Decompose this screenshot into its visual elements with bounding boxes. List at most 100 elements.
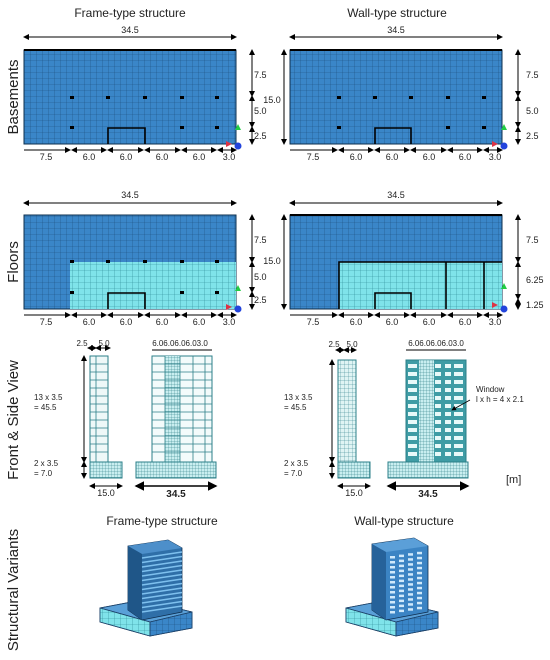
window xyxy=(417,596,422,600)
window xyxy=(435,452,441,456)
window xyxy=(435,396,441,400)
dim-right-wall-3: 2.5 xyxy=(526,131,539,141)
elev-wall-width-front: 34.5 xyxy=(418,489,438,500)
window xyxy=(435,420,441,424)
window xyxy=(435,380,441,384)
elev-wall-storeys: 13 x 3.5 xyxy=(284,393,313,402)
window xyxy=(390,591,395,594)
window xyxy=(445,372,451,376)
window xyxy=(390,581,395,584)
dim-right-wall-1: 7.5 xyxy=(526,70,539,80)
dim-right-1: 7.5 xyxy=(254,70,267,80)
window xyxy=(417,586,422,590)
dim-floor-span-4: 6.0 xyxy=(156,317,169,327)
elev-width-side: 15.0 xyxy=(97,488,115,498)
heading-wall: Wall-type structure xyxy=(347,6,447,20)
window xyxy=(454,388,460,392)
window xyxy=(390,561,395,564)
window xyxy=(454,420,460,424)
dim-span-wall-3: 6.0 xyxy=(386,152,399,162)
dim-floor-wall-span-5: 6.0 xyxy=(459,317,472,327)
window xyxy=(390,576,395,579)
window xyxy=(459,436,463,440)
window xyxy=(459,420,463,424)
elev-base-total: = 7.0 xyxy=(34,469,53,478)
window xyxy=(408,578,413,581)
floor-slab xyxy=(141,600,183,609)
dim-span-1: 7.5 xyxy=(40,152,53,162)
dim-total: 34.5 xyxy=(121,25,139,35)
elev-width-front: 34.5 xyxy=(166,489,186,500)
window xyxy=(435,404,441,408)
window xyxy=(459,380,463,384)
window xyxy=(399,584,404,588)
dim-floor-wall-right-1: 7.5 xyxy=(526,235,539,245)
window xyxy=(454,412,460,416)
elev-wall-bays: 6.06.06.06.03.0 xyxy=(408,339,464,348)
window xyxy=(390,601,395,604)
window xyxy=(408,412,417,416)
dim-floor-wall-right-3: 1.25 xyxy=(526,300,544,310)
basement-plan-wall: 34.5 15.0 7.5 5.0 2.5 7.5 6.0 6.0 6.0 6.… xyxy=(263,25,538,162)
window xyxy=(445,412,451,416)
window xyxy=(445,396,451,400)
window xyxy=(408,553,413,556)
window xyxy=(454,396,460,400)
window xyxy=(459,428,463,432)
window xyxy=(399,579,404,583)
window xyxy=(408,452,417,456)
window xyxy=(417,556,422,560)
window xyxy=(390,611,395,614)
floor-slab xyxy=(141,560,183,568)
row-label-front-side: Front & Side View xyxy=(5,360,22,480)
window xyxy=(399,569,404,573)
window xyxy=(408,568,413,571)
window xyxy=(459,404,463,408)
variant-heading-frame: Frame-type structure xyxy=(106,514,218,528)
window xyxy=(417,561,422,565)
elevation-frame: 2.5 5.0 6.06.06.06.03.0 13 x 3.5 = 45.5 … xyxy=(34,339,218,500)
dim-floor-wall-right-2: 6.25 xyxy=(526,275,544,285)
window xyxy=(408,563,413,566)
window xyxy=(408,404,417,408)
window xyxy=(435,436,441,440)
window xyxy=(399,559,404,563)
elev-wall-top-1: 2.5 xyxy=(328,340,340,349)
window xyxy=(408,608,413,611)
window xyxy=(454,364,460,368)
dim-span-4: 6.0 xyxy=(156,152,169,162)
dim-floor-span-2: 6.0 xyxy=(83,317,96,327)
window xyxy=(417,566,422,570)
floor-slab xyxy=(141,555,183,564)
window xyxy=(390,586,395,589)
window xyxy=(399,599,404,603)
dim-floor-wall-span-6: 3.0 xyxy=(489,317,502,327)
window xyxy=(435,372,441,376)
window xyxy=(459,364,463,368)
elev-wall-base-total: = 7.0 xyxy=(284,469,303,478)
elev-wall-top-2: 5.0 xyxy=(346,340,358,349)
dim-span-5: 6.0 xyxy=(193,152,206,162)
window xyxy=(445,420,451,424)
window xyxy=(459,412,463,416)
row-label-basements: Basements xyxy=(5,59,22,134)
row-label-floors: Floors xyxy=(5,241,22,283)
basement-plan-frame: 34.5 7.5 5.0 2.5 7.5 6.0 6.0 6.0 6.0 3.0 xyxy=(23,25,267,162)
window xyxy=(459,452,463,456)
window xyxy=(399,554,404,558)
dim-floor-right-3: 2.5 xyxy=(254,295,267,305)
dim-total-wall: 34.5 xyxy=(387,25,405,35)
window xyxy=(454,404,460,408)
window xyxy=(445,388,451,392)
window xyxy=(408,396,417,400)
window xyxy=(390,556,395,559)
window xyxy=(408,364,417,368)
window xyxy=(417,601,422,605)
window xyxy=(445,380,451,384)
variant-heading-wall: Wall-type structure xyxy=(354,514,454,528)
floor-slab xyxy=(141,573,183,582)
window xyxy=(417,591,422,595)
window xyxy=(408,444,417,448)
floor-plan-wall: 34.5 15.0 7.5 6.25 1.25 7.5 6.0 6.0 6.0 … xyxy=(263,190,543,327)
floor-slab xyxy=(141,578,183,586)
